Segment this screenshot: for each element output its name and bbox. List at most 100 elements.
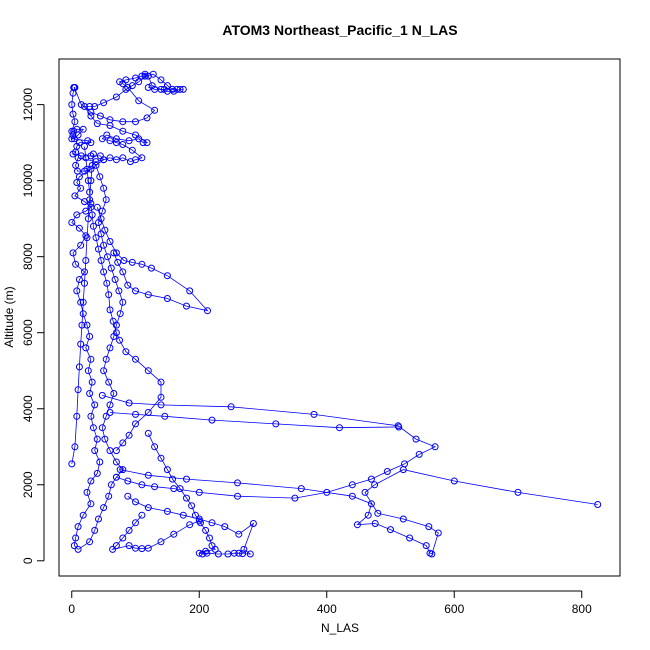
series-6	[116, 466, 602, 558]
data-point	[75, 224, 83, 232]
data-point	[89, 424, 97, 432]
data-point	[81, 279, 88, 287]
data-point	[105, 492, 113, 500]
data-point	[399, 466, 407, 474]
y-tick-label: 10000	[21, 164, 35, 198]
data-point	[106, 409, 114, 416]
data-point	[87, 477, 95, 485]
data-point	[122, 76, 130, 84]
data-point	[84, 215, 92, 223]
x-tick-label: 0	[68, 602, 75, 616]
x-tick-label: 200	[189, 602, 209, 616]
data-point	[412, 435, 420, 443]
data-point	[112, 329, 120, 337]
data-point	[163, 295, 171, 302]
data-point	[69, 249, 77, 257]
data-point	[151, 483, 159, 491]
data-point	[73, 211, 81, 219]
data-point	[132, 420, 139, 428]
x-axis: 0 200 400 600 800	[68, 590, 592, 616]
data-point	[79, 125, 87, 133]
y-tick-label: 2000	[21, 471, 35, 498]
data-point	[195, 515, 203, 523]
y-axis: 0 2000 4000 6000 8000 10000 12000	[21, 88, 45, 564]
data-point	[176, 485, 184, 493]
y-tick-label: 0	[21, 557, 35, 564]
data-point	[104, 253, 111, 261]
data-point	[93, 469, 101, 477]
data-point	[87, 165, 95, 173]
data-point	[70, 135, 78, 143]
data-point	[109, 317, 117, 325]
data-point	[353, 521, 361, 529]
data-point	[163, 466, 171, 474]
data-point	[68, 101, 76, 109]
data-point	[191, 511, 199, 519]
data-point	[119, 268, 127, 276]
data-point	[450, 477, 458, 485]
series-10	[68, 150, 97, 468]
data-point	[157, 378, 165, 386]
data-point	[77, 340, 85, 348]
data-point	[68, 135, 76, 143]
data-point	[367, 500, 375, 508]
data-point	[235, 530, 243, 538]
data-point	[74, 523, 82, 531]
data-point	[74, 154, 82, 162]
data-point	[93, 120, 101, 128]
data-point	[68, 460, 76, 468]
data-point	[100, 241, 108, 249]
data-point	[86, 538, 94, 546]
data-point	[112, 458, 120, 466]
data-point	[132, 287, 139, 295]
data-point	[103, 131, 111, 139]
data-point	[69, 110, 77, 118]
data-point	[82, 257, 90, 264]
data-point	[169, 475, 176, 483]
data-point	[82, 154, 90, 162]
data-point	[112, 249, 120, 257]
data-point	[114, 258, 122, 266]
series-line	[102, 395, 437, 499]
series-4	[98, 391, 439, 502]
data-point	[197, 519, 204, 527]
data-point	[77, 184, 85, 192]
data-point	[151, 106, 159, 114]
data-point	[348, 492, 356, 500]
y-axis-label: Altitude (m)	[2, 286, 16, 347]
data-point	[240, 545, 248, 553]
data-point	[98, 391, 106, 399]
data-point	[100, 367, 108, 375]
data-point	[383, 468, 391, 475]
data-point	[157, 85, 165, 93]
data-point	[128, 146, 136, 154]
data-point	[183, 475, 190, 483]
y-tick-label: 8000	[21, 243, 35, 270]
data-point	[310, 410, 318, 418]
data-point	[81, 268, 88, 276]
data-point	[69, 131, 77, 139]
data-point	[179, 85, 187, 93]
data-point	[106, 116, 114, 124]
series-line	[120, 469, 598, 555]
data-point	[195, 517, 203, 525]
data-point	[143, 114, 151, 122]
data-point	[221, 523, 229, 531]
data-point	[132, 156, 139, 164]
data-point	[122, 348, 130, 356]
data-point	[112, 473, 120, 481]
data-point	[124, 84, 132, 91]
data-point	[102, 412, 110, 420]
data-point	[71, 118, 79, 126]
data-point	[125, 526, 133, 534]
data-point	[111, 276, 119, 283]
data-point	[119, 534, 127, 542]
data-point	[89, 222, 97, 230]
data-point	[116, 310, 124, 318]
data-point	[116, 78, 124, 86]
data-point	[186, 287, 194, 295]
data-point	[112, 139, 120, 147]
data-point	[84, 367, 92, 375]
data-point	[82, 232, 90, 240]
data-point	[100, 268, 108, 276]
